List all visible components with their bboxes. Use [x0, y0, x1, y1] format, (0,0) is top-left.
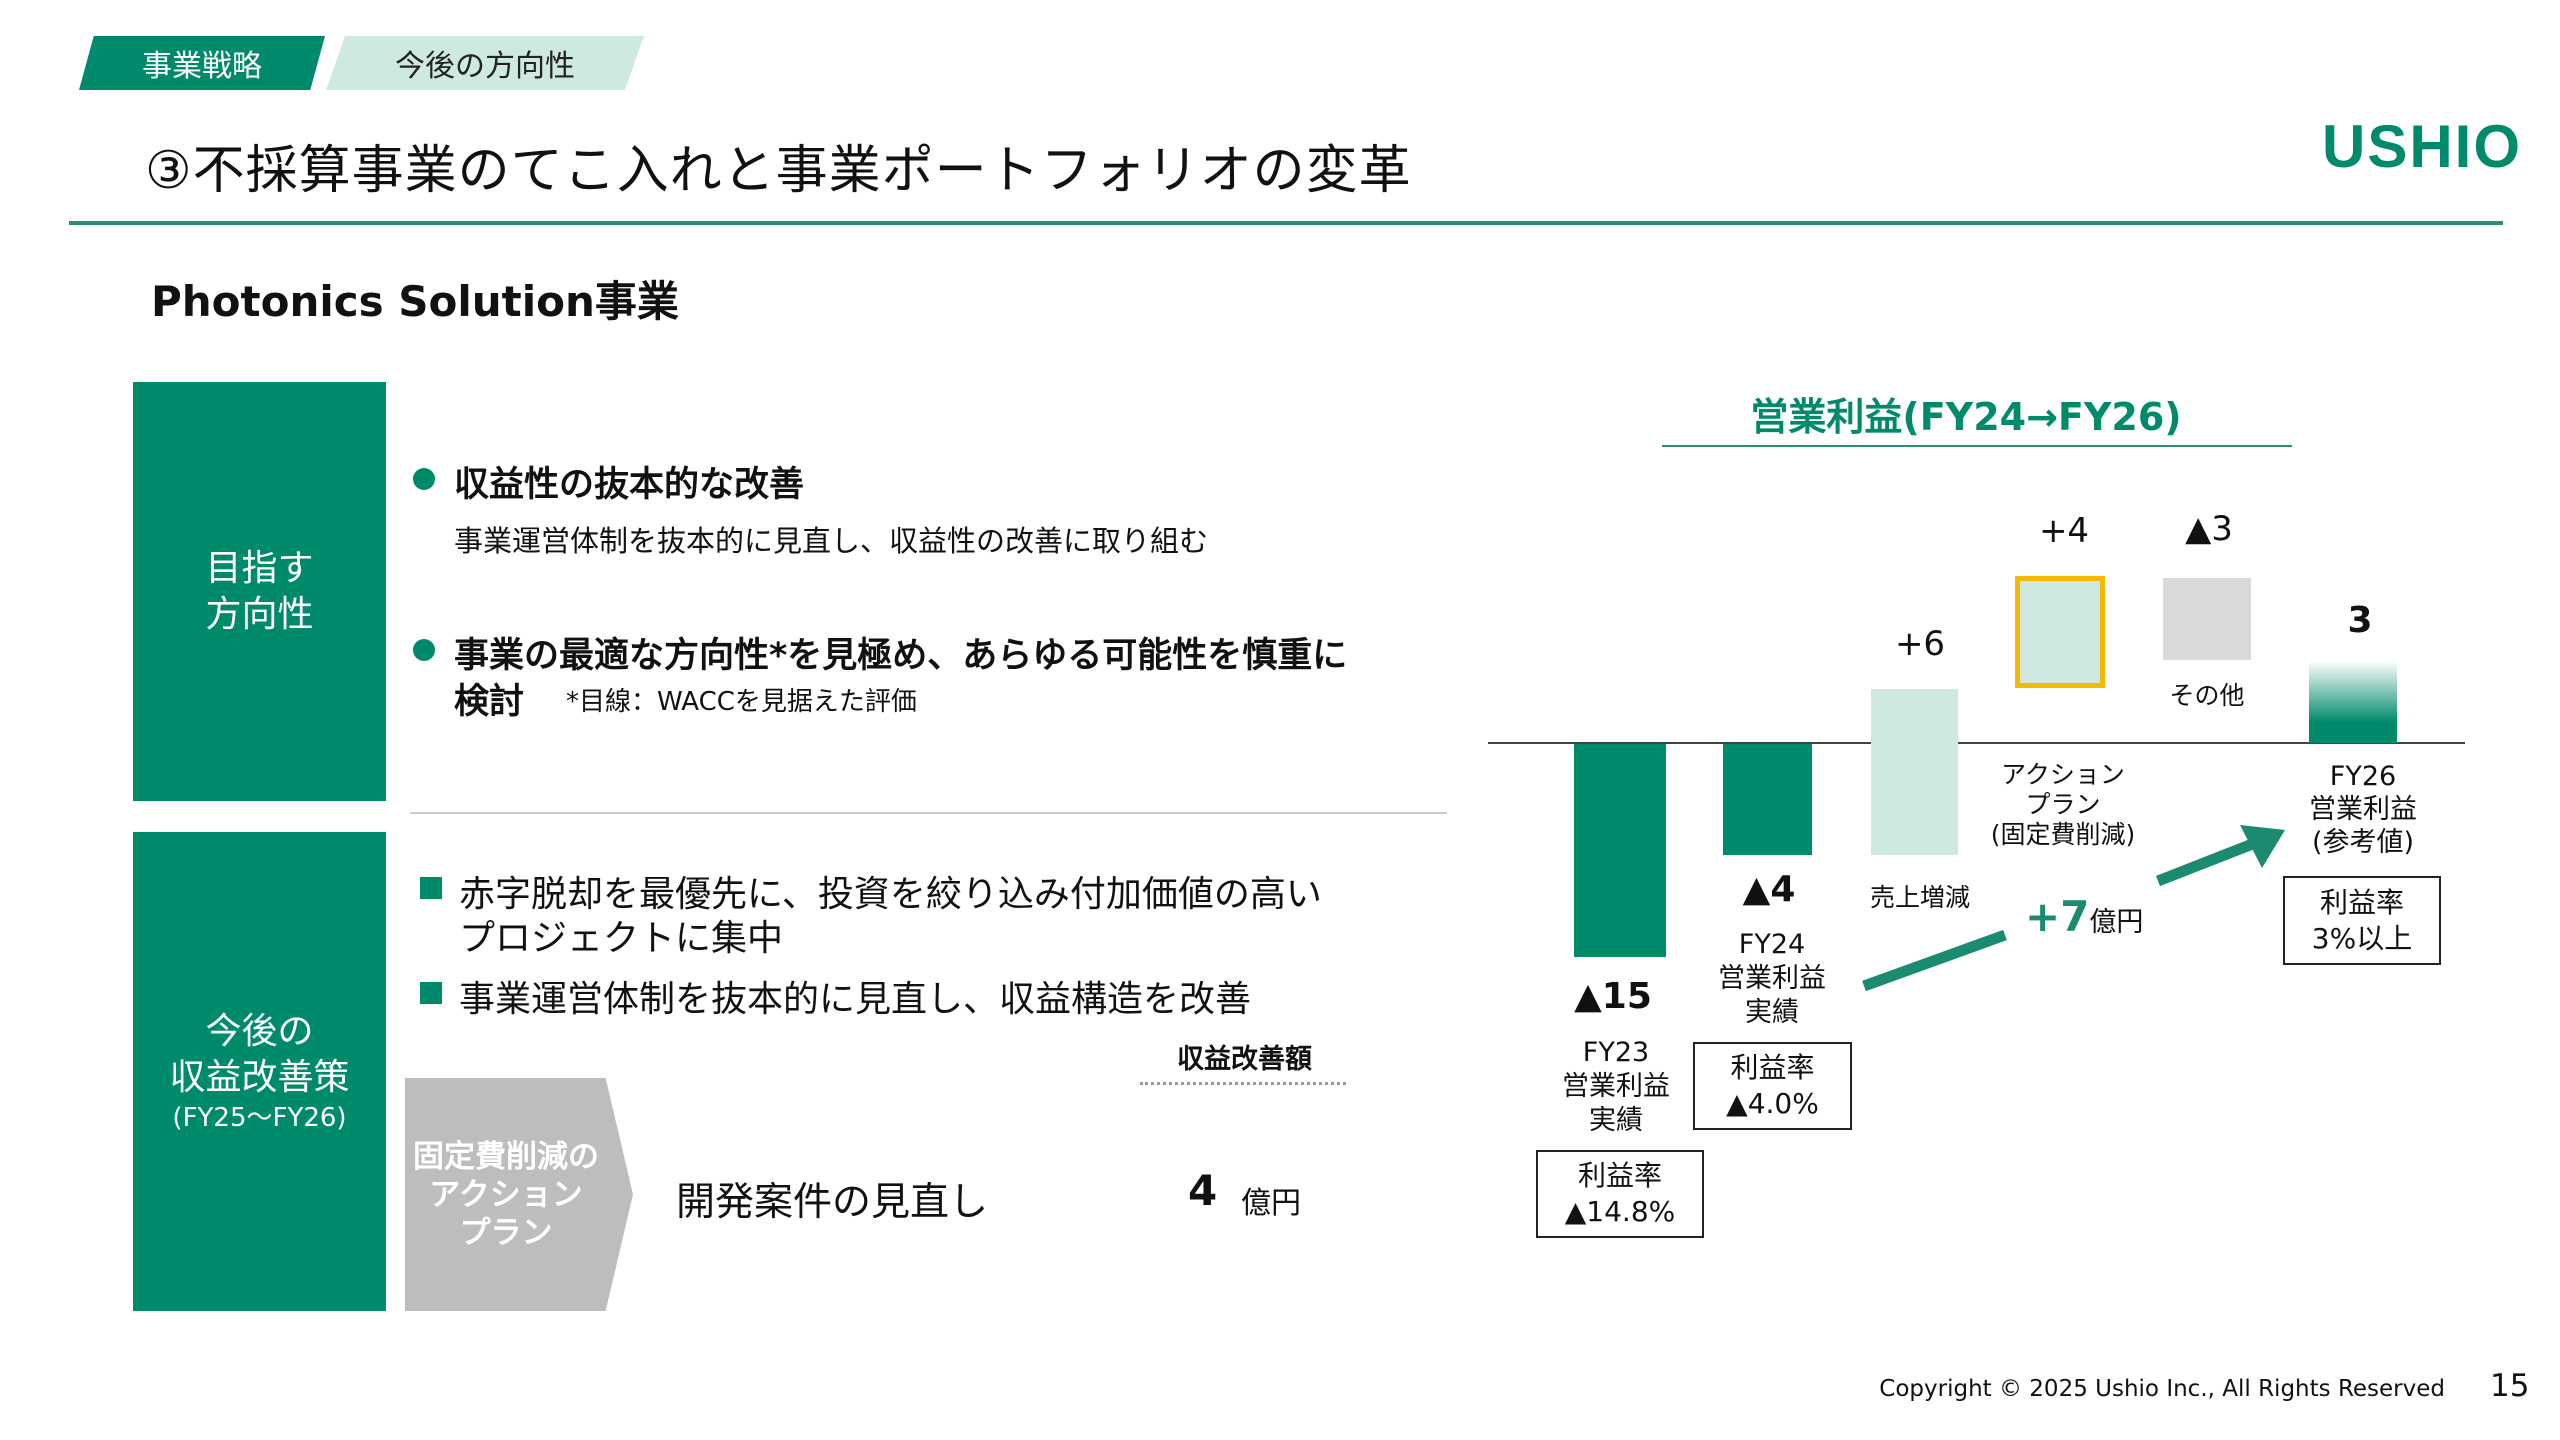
margin-box-fy23: 利益率 ▲14.8%: [1536, 1150, 1704, 1238]
bullet-heading: 収益性の抜本的な改善: [454, 465, 805, 505]
tab-label: 今後の方向性: [395, 49, 575, 84]
category-label: 売上増減: [1869, 883, 1971, 912]
bar-fy24: [1723, 744, 1812, 855]
value-label: ▲3: [2185, 509, 2233, 549]
margin-box-fy26: 利益率 3%以上: [2283, 876, 2441, 965]
value-label: ▲15: [1574, 976, 1652, 1017]
improvement-label: +7億円: [2025, 892, 2144, 941]
title-divider: [69, 221, 2503, 225]
label-line: 収益改善策: [169, 1056, 350, 1098]
category-label: FY23 営業利益 実績: [1562, 1037, 1670, 1136]
column-header: 収益改善額: [1177, 1044, 1312, 1075]
bar-sales-change: [1871, 689, 1958, 855]
label-line: 今後の: [205, 1010, 314, 1052]
chart-title-underline: [1662, 445, 2292, 447]
category-label: アクション プラン (固定費削減): [1990, 760, 2136, 849]
zero-axis: [1488, 742, 2465, 744]
tab-business-strategy[interactable]: 事業戦略: [79, 36, 325, 90]
copyright: Copyright © 2025 Ushio Inc., All Rights …: [1879, 1376, 2445, 1402]
square-bullet-icon: [420, 877, 442, 899]
divider: [410, 812, 1447, 814]
value-label: +6: [1894, 624, 1946, 664]
plan-line: プラン: [459, 1214, 553, 1251]
plan-line: アクション: [429, 1176, 583, 1213]
page-title: ③不採算事業のてこ入れと事業ポートフォリオの変革: [145, 141, 1412, 201]
category-label: FY24 営業利益 実績: [1718, 929, 1826, 1028]
plan-chevron: 固定費削減の アクション プラン: [405, 1078, 633, 1311]
measure-text: プロジェクトに集中: [459, 918, 784, 959]
bullet-heading: 事業の最適な方向性*を見極め、あらゆる可能性を慎重に: [454, 636, 1348, 676]
label-line: 方向性: [205, 593, 314, 635]
category-label: FY26 営業利益 (参考値): [2309, 761, 2417, 858]
label-line: (FY25～FY26): [172, 1102, 347, 1133]
direction-label: 目指す 方向性: [133, 382, 386, 801]
bullet-dot-icon: [413, 639, 435, 661]
square-bullet-icon: [420, 982, 442, 1004]
margin-box-fy24: 利益率 ▲4.0%: [1693, 1042, 1852, 1130]
measure-text: 事業運営体制を抜本的に見直し、収益構造を改善: [459, 979, 1252, 1020]
bullet-note: *目線：WACCを見据えた評価: [566, 687, 917, 717]
value-label: +4: [2038, 511, 2090, 551]
dotted-divider: [1140, 1082, 1346, 1085]
bullet-text: 事業運営体制を抜本的に見直し、収益性の改善に取り組む: [454, 524, 1209, 558]
amount-value: 4: [1188, 1166, 1218, 1215]
chart-title: 営業利益(FY24→FY26): [1750, 395, 2182, 439]
page-number: 15: [2490, 1368, 2530, 1404]
bar-fy26: [2309, 661, 2397, 743]
bar-other: [2163, 578, 2251, 660]
bullet-dot-icon: [413, 468, 435, 490]
value-label: 3: [2347, 600, 2373, 641]
plan-item: 開発案件の見直し: [676, 1180, 989, 1225]
value-label: ▲4: [1742, 869, 1796, 910]
bullet-heading: 検討: [454, 682, 525, 722]
measure-text: 赤字脱却を最優先に、投資を絞り込み付加価値の高い: [459, 874, 1322, 915]
measures-label: 今後の 収益改善策 (FY25～FY26): [133, 832, 386, 1311]
section-title: Photonics Solution事業: [151, 277, 679, 326]
bar-fy23: [1574, 744, 1666, 957]
amount-unit: 億円: [1241, 1186, 1301, 1221]
plan-line: 固定費削減の: [413, 1138, 599, 1175]
bar-action-plan: [2015, 576, 2105, 688]
tab-future-direction[interactable]: 今後の方向性: [326, 36, 644, 90]
category-label: その他: [2169, 681, 2245, 710]
tab-label: 事業戦略: [142, 49, 262, 84]
ushio-logo: USHIO: [2322, 113, 2523, 180]
label-line: 目指す: [205, 547, 314, 589]
